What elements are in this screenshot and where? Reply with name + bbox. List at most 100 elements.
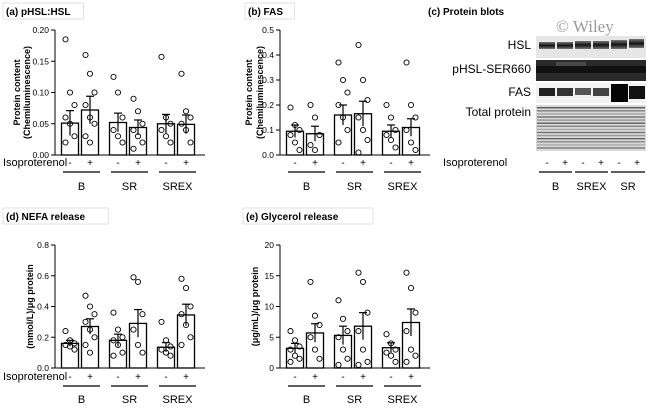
data-point bbox=[407, 346, 415, 353]
data-point bbox=[130, 126, 137, 134]
data-point bbox=[287, 131, 294, 139]
blot-lane-sign: - bbox=[581, 158, 584, 169]
y-tick-label: 5 bbox=[269, 332, 274, 342]
total-protein-band bbox=[537, 141, 645, 143]
data-point bbox=[311, 346, 319, 353]
blot-title-box bbox=[425, 3, 525, 20]
data-point bbox=[344, 89, 351, 96]
data-point bbox=[287, 328, 294, 335]
treatment-sign: - bbox=[116, 158, 119, 169]
data-point bbox=[71, 340, 78, 347]
data-point bbox=[296, 126, 303, 134]
data-point bbox=[307, 141, 314, 149]
data-point bbox=[139, 311, 146, 318]
data-point bbox=[130, 145, 137, 152]
group-label: SR bbox=[122, 394, 137, 406]
y-tick-label: 10 bbox=[265, 302, 275, 312]
data-point bbox=[86, 326, 94, 333]
data-point bbox=[392, 358, 399, 365]
data-point bbox=[110, 309, 117, 316]
group-label: B bbox=[78, 394, 85, 406]
data-point bbox=[335, 297, 342, 304]
data-point bbox=[359, 126, 367, 134]
data-point bbox=[311, 146, 319, 154]
data-point bbox=[82, 51, 89, 59]
y-tick-label: 15 bbox=[265, 271, 275, 281]
data-point bbox=[344, 355, 351, 362]
data-point bbox=[110, 73, 117, 80]
treatment-sign: - bbox=[68, 372, 71, 383]
blot-label-phsl: pHSL-SER660 bbox=[452, 62, 531, 76]
data-point bbox=[403, 126, 410, 134]
treatment-sign: + bbox=[360, 372, 366, 383]
y-axis-label: (Chemiluminescence) bbox=[22, 46, 32, 139]
group-label: B bbox=[303, 394, 310, 406]
treatment-sign: - bbox=[164, 158, 167, 169]
treatment-sign: + bbox=[408, 158, 414, 169]
data-point bbox=[134, 341, 142, 348]
data-point bbox=[403, 59, 410, 66]
blot-strip-phsl bbox=[536, 60, 646, 81]
blot-lane-sign: + bbox=[562, 158, 568, 169]
data-point bbox=[182, 126, 190, 134]
group-label: SREX bbox=[388, 181, 419, 193]
data-point bbox=[296, 343, 303, 350]
data-point bbox=[134, 133, 142, 140]
total-protein-band bbox=[537, 128, 645, 131]
chart-panel-2: (b) FAS 0.0 0.1 0.2 0.3 0.4 0.5 Protein content… bbox=[244, 2, 430, 193]
data-point bbox=[162, 133, 170, 140]
data-point bbox=[119, 349, 126, 356]
y-tick-label: 0.00 bbox=[32, 150, 49, 160]
data-point bbox=[178, 275, 185, 282]
data-point bbox=[383, 331, 390, 338]
data-point bbox=[66, 89, 74, 96]
group-label: SR bbox=[347, 181, 362, 193]
treatment-sign: - bbox=[68, 158, 71, 169]
blot-label-fas: FAS bbox=[508, 85, 531, 99]
data-point bbox=[82, 101, 89, 109]
data-point bbox=[187, 114, 194, 121]
data-point bbox=[296, 355, 303, 362]
data-point bbox=[387, 114, 395, 121]
data-point bbox=[359, 278, 367, 285]
data-point bbox=[66, 343, 74, 350]
group-label: B bbox=[303, 181, 310, 193]
y-tick-label: 0.15 bbox=[32, 56, 49, 66]
y-tick-label: 0 bbox=[269, 363, 274, 373]
data-point bbox=[355, 41, 362, 49]
data-point bbox=[187, 303, 194, 310]
chart-panels: (a) pHSL:HSL0.000.050.100.150.20Protein … bbox=[2, 2, 430, 406]
data-point bbox=[167, 139, 174, 146]
y-tick-label: 0.0 bbox=[37, 363, 49, 373]
group-label: SR bbox=[347, 394, 362, 406]
chart-title-box bbox=[242, 207, 374, 225]
y-tick-label: 0.3 bbox=[262, 75, 274, 85]
treatment-sign: - bbox=[341, 158, 344, 169]
group-label: SREX bbox=[163, 181, 194, 193]
chart-title: (d) NEFA release bbox=[6, 212, 86, 223]
data-point bbox=[359, 346, 367, 353]
y-tick-label: 0.0 bbox=[262, 150, 274, 160]
data-point bbox=[344, 126, 351, 134]
data-point bbox=[316, 321, 323, 329]
data-point bbox=[162, 114, 170, 121]
data-point bbox=[392, 346, 399, 353]
data-point bbox=[359, 76, 367, 84]
data-point bbox=[82, 341, 89, 348]
data-point bbox=[387, 352, 395, 359]
data-point bbox=[316, 131, 323, 139]
y-axis-label: (Chemiluminescence) bbox=[255, 46, 265, 139]
treatment-sign: + bbox=[312, 372, 318, 383]
chart-title-box bbox=[244, 2, 295, 20]
blot-panel: (c) Protein blots © Wiley HSL pHSL-SER66… bbox=[425, 3, 646, 193]
y-tick-label: 0.8 bbox=[37, 240, 49, 250]
data-point bbox=[355, 328, 362, 335]
treatment-sign: + bbox=[408, 372, 414, 383]
data-point bbox=[403, 358, 410, 365]
data-point bbox=[339, 114, 347, 121]
data-point bbox=[335, 139, 342, 146]
data-point bbox=[71, 133, 78, 140]
data-point bbox=[339, 315, 347, 322]
y-tick-label: 20 bbox=[265, 240, 275, 250]
chart-title-box bbox=[2, 207, 109, 225]
